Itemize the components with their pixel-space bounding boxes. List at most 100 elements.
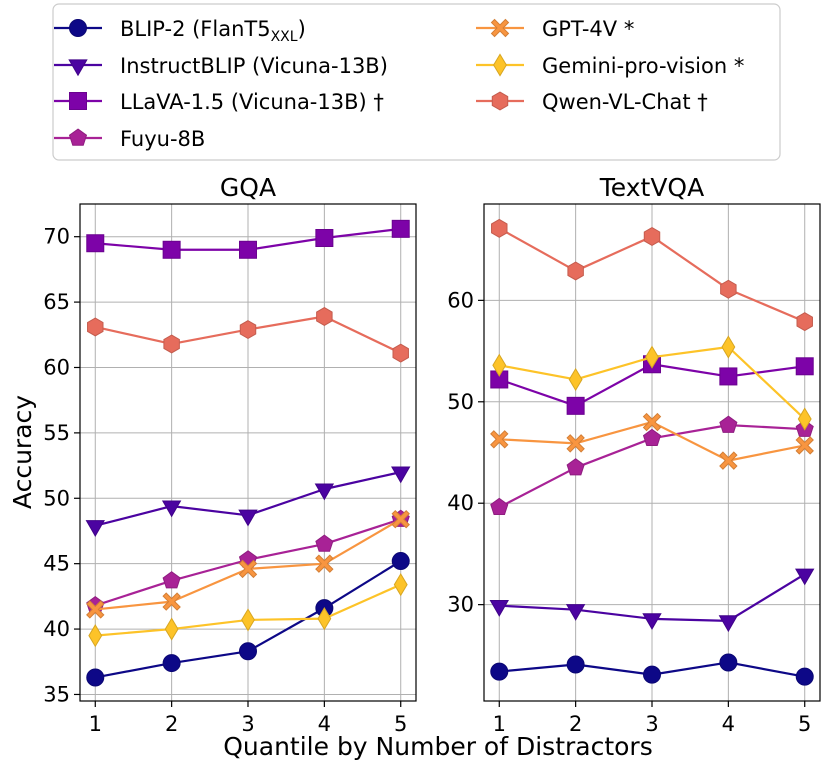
legend-entry-fuyu-8b: Fuyu-8B	[54, 127, 205, 151]
data-point	[642, 412, 662, 432]
x-tick-label-textvqa: 5	[798, 712, 811, 736]
y-tick-label-gqa: 70	[43, 225, 70, 249]
series-instructblip-vicuna-13b-textvqa	[489, 568, 815, 633]
x-tick-label-gqa: 5	[394, 712, 407, 736]
data-point	[391, 219, 410, 238]
data-point	[391, 466, 411, 484]
data-point	[718, 615, 739, 633]
chart-title-gqa: GQA	[220, 173, 276, 202]
chart-textvqa: 1 2 3 4 5 30 40 50 60 TextVQA	[447, 173, 821, 736]
x-tick-label-textvqa: 1	[493, 712, 506, 736]
data-point	[238, 559, 258, 579]
data-point	[797, 407, 812, 431]
data-point	[164, 617, 179, 641]
data-point	[163, 334, 180, 354]
legend-label: Gemini-pro-vision *	[542, 54, 744, 78]
data-point	[239, 320, 257, 340]
y-axis-label: Accuracy	[8, 395, 37, 509]
data-point	[86, 668, 105, 687]
data-point	[239, 642, 257, 661]
data-point	[719, 367, 738, 386]
data-point	[86, 234, 105, 253]
data-point	[719, 415, 738, 433]
data-point	[316, 306, 333, 326]
legend-marker	[493, 53, 507, 77]
series-blip-2-flant5xxl-gqa	[86, 552, 410, 687]
y-tick-label-gqa: 60	[43, 355, 70, 379]
series-qwen-vl-chat-textvqa	[491, 218, 813, 332]
legend-label-main: Gemini-pro-vision *	[542, 54, 744, 78]
data-point	[392, 343, 409, 363]
data-point	[565, 604, 586, 621]
data-point	[795, 436, 814, 455]
legend: BLIP-2 (FlanT5XXL) InstructBLIP (Vicuna-1…	[52, 3, 781, 161]
data-point	[85, 520, 105, 537]
legend-marker	[69, 92, 87, 110]
x-axis-label: Quantile by Number of Distractors	[223, 732, 653, 761]
legend-marker	[490, 18, 510, 38]
legend-entry-qwen-vl-chat: Qwen-VL-Chat †	[476, 90, 708, 114]
data-point	[162, 571, 181, 589]
legend-label: GPT-4V *	[542, 17, 634, 41]
data-point	[391, 552, 410, 571]
data-point	[489, 600, 509, 617]
y-tick-label-gqa: 40	[43, 617, 70, 641]
data-point	[566, 655, 585, 674]
legend-entry-gemini-pro-vision: Gemini-pro-vision *	[476, 53, 744, 78]
legend-label: Fuyu-8B	[120, 127, 205, 151]
data-point	[239, 240, 257, 259]
legend-label-main: BLIP-2 (FlanT5	[120, 17, 271, 41]
legend-entry-llava-1-5-vicuna-13b: LLaVA-1.5 (Vicuna-13B) †	[54, 90, 384, 114]
data-point	[566, 396, 585, 415]
y-tick-label-gqa: 45	[43, 552, 70, 576]
chart-title-textvqa: TextVQA	[599, 173, 704, 202]
data-point	[88, 624, 103, 648]
y-tick-label-textvqa: 40	[447, 491, 474, 515]
data-point	[795, 667, 814, 686]
data-point	[795, 357, 814, 376]
legend-marker	[68, 59, 88, 77]
legend-label: LLaVA-1.5 (Vicuna-13B) †	[120, 90, 384, 114]
legend-frame	[52, 3, 781, 161]
data-point	[567, 261, 584, 281]
data-point	[795, 568, 815, 586]
data-point	[317, 607, 332, 631]
data-point	[719, 451, 738, 470]
data-point	[86, 600, 105, 619]
legend-label-main: Fuyu-8B	[120, 127, 205, 151]
y-tick-label-gqa: 65	[43, 290, 70, 314]
legend-marker	[69, 19, 87, 37]
series-gpt-4v-gqa	[86, 509, 410, 619]
data-point	[566, 434, 585, 453]
legend-label-suffix: )	[298, 17, 306, 41]
x-tick-label-textvqa: 4	[722, 712, 735, 736]
y-tick-label-gqa: 55	[43, 421, 70, 445]
data-point	[391, 509, 410, 529]
data-point	[645, 345, 659, 369]
legend-label-main: LLaVA-1.5 (Vicuna-13B) †	[120, 90, 384, 114]
data-point	[719, 653, 738, 672]
legend-label-subscript: XXL	[271, 29, 298, 45]
data-point	[161, 500, 182, 518]
data-point	[315, 229, 334, 248]
data-point	[162, 240, 181, 259]
data-point	[87, 317, 104, 337]
data-point	[642, 428, 662, 447]
legend-entry-blip-2-flant5xxl: BLIP-2 (FlanT5XXL)	[54, 17, 306, 45]
series-instructblip-vicuna-13b-gqa	[85, 466, 411, 537]
series-gemini-pro-vision-gqa	[88, 573, 408, 648]
legend-label: BLIP-2 (FlanT5XXL)	[120, 17, 306, 45]
x-tick-label-gqa: 1	[89, 712, 102, 736]
data-point	[721, 335, 736, 359]
series-gpt-4v-textvqa	[490, 412, 814, 470]
y-tick-label-gqa: 50	[43, 486, 70, 510]
data-point	[642, 613, 662, 631]
legend-label-main: GPT-4V *	[542, 17, 634, 41]
data-point	[643, 226, 661, 246]
y-tick-label-gqa: 35	[43, 682, 70, 706]
legend-entry-instructblip-vicuna-13b: InstructBLIP (Vicuna-13B)	[54, 54, 388, 78]
series-gemini-pro-vision-textvqa	[492, 335, 812, 431]
series-qwen-vl-chat-gqa	[87, 306, 409, 363]
data-point	[315, 534, 334, 552]
